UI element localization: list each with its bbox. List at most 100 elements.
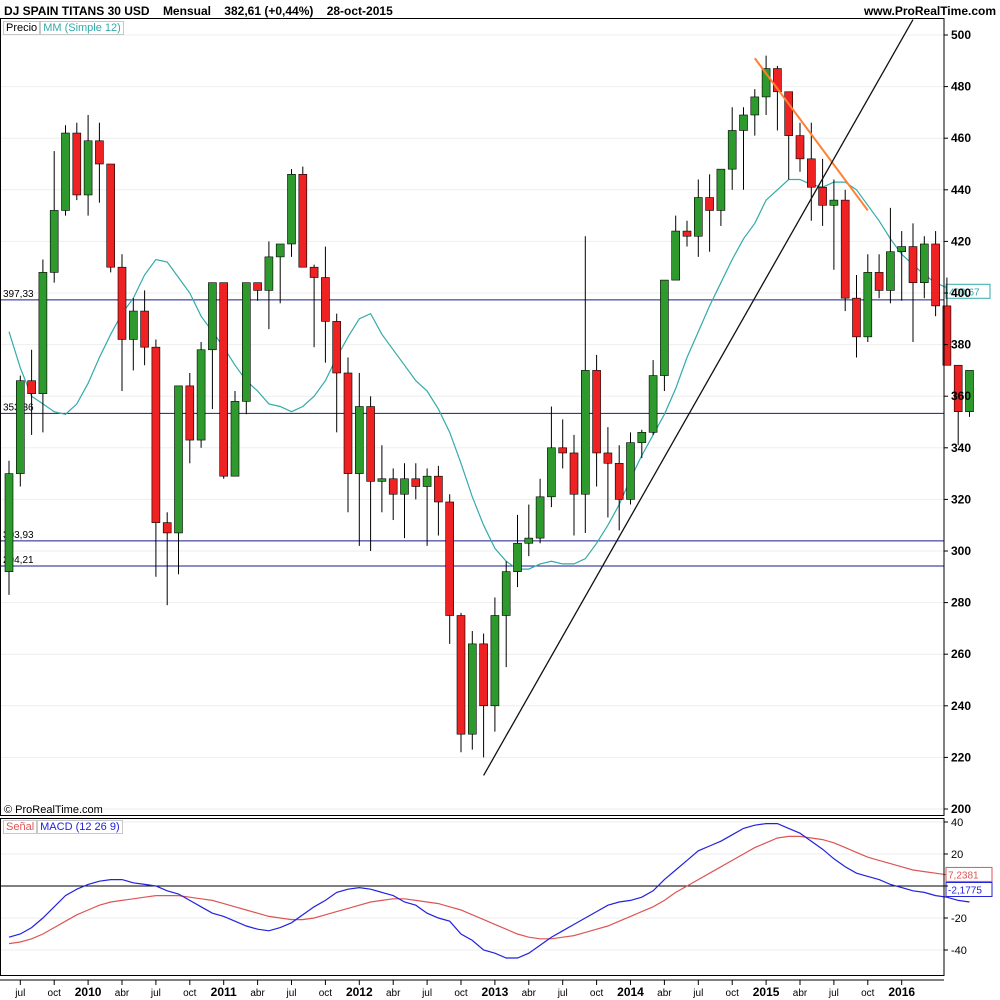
time-tick-label: jul — [14, 988, 25, 999]
candle-body-up — [490, 615, 500, 707]
legend-price[interactable]: Precio — [3, 21, 41, 35]
time-tick-label: abr — [386, 988, 401, 999]
macd-axis: -40 -20 20 40 — [944, 817, 967, 957]
candle-body-down — [106, 163, 115, 268]
candlestick — [897, 231, 907, 301]
candle-body-down — [682, 230, 692, 237]
macd-value-box — [945, 881, 993, 897]
candlestick — [298, 166, 308, 268]
candle-body-down — [795, 135, 805, 160]
candle-body-up — [863, 272, 873, 338]
candle-body-down — [784, 91, 794, 136]
candlestick — [693, 179, 703, 257]
legend-ma[interactable]: MM (Simple 12) — [40, 21, 124, 35]
candlestick — [174, 385, 183, 575]
candle-body-down — [445, 501, 455, 616]
candle-body-up — [829, 199, 839, 206]
candlestick — [445, 494, 455, 644]
candlestick — [354, 372, 364, 546]
horizontal-level-label: 303,93 — [3, 530, 34, 541]
candlestick — [501, 561, 511, 668]
time-tick-label: 2010 — [75, 985, 102, 999]
macd-legend: Señal MACD (12 26 9) — [3, 820, 123, 834]
candlestick — [129, 298, 138, 371]
candlestick — [648, 360, 658, 435]
candlestick — [196, 342, 206, 448]
candle-body-down — [840, 199, 850, 299]
candlestick — [106, 163, 115, 273]
macd-tick-label: -20 — [951, 913, 967, 925]
legend-signal[interactable]: Señal — [3, 820, 38, 834]
candlestick — [230, 391, 240, 477]
candle-body-down — [219, 282, 228, 477]
macd-tick-label: 40 — [951, 817, 963, 829]
candle-body-up — [671, 230, 681, 281]
macd-grid — [0, 821, 944, 951]
candle-body-up — [513, 542, 522, 572]
candlestick — [626, 432, 635, 505]
candle-body-up — [886, 251, 895, 291]
candlestick — [343, 357, 353, 513]
candle-body-up — [264, 256, 274, 291]
candle-body-down — [773, 68, 782, 93]
candlestick — [366, 396, 375, 551]
candle-body-up — [38, 272, 48, 394]
price-tick-label: 260 — [951, 647, 971, 661]
candle-body-down — [140, 310, 149, 348]
price-legend: Precio MM (Simple 12) — [3, 21, 124, 35]
price-tick-label: 400 — [951, 286, 971, 300]
candle-body-down — [569, 452, 579, 495]
candlestick — [965, 370, 974, 417]
candle-body-up — [49, 210, 59, 273]
candle-body-down — [388, 478, 398, 495]
candlestick — [942, 277, 952, 366]
candle-body-up — [287, 174, 296, 245]
candlestick — [185, 372, 195, 464]
time-tick-label: oct — [454, 988, 468, 999]
price-tick-label: 320 — [951, 492, 971, 506]
candle-body-up — [196, 349, 206, 441]
candle-body-up — [208, 282, 217, 351]
support-trendline — [483, 19, 914, 776]
candlestick — [140, 290, 149, 366]
candlestick — [275, 243, 285, 304]
candle-body-up — [83, 140, 93, 196]
legend-macd[interactable]: MACD (12 26 9) — [37, 820, 123, 834]
candlestick — [660, 279, 669, 392]
time-tick-label: abr — [793, 988, 808, 999]
candle-body-down — [366, 406, 375, 482]
candle-body-up — [727, 130, 737, 170]
price-tick-label: 340 — [951, 441, 971, 455]
candlestick — [524, 504, 534, 557]
candle-body-down — [151, 346, 161, 523]
candle-body-down — [411, 478, 421, 487]
candle-body-down — [874, 272, 884, 291]
candlestick — [908, 223, 918, 343]
time-tick-label: abr — [250, 988, 265, 999]
candle-body-down — [603, 452, 613, 464]
candle-body-up — [648, 375, 658, 433]
date-label: 28-oct-2015 — [326, 4, 393, 18]
candle-body-up — [626, 442, 635, 500]
time-tick-label: jul — [285, 988, 296, 999]
price-tick-label: 460 — [951, 131, 971, 145]
time-tick-label: jul — [421, 988, 432, 999]
candle-body-down — [321, 277, 330, 322]
signal-line — [8, 835, 970, 945]
candle-body-up — [230, 401, 240, 477]
candle-body-up — [660, 279, 669, 376]
candle-body-up — [129, 310, 138, 340]
price-tick-label: 200 — [951, 802, 971, 816]
candlestick — [852, 274, 861, 358]
candle-body-up — [897, 246, 907, 253]
time-tick-label: oct — [590, 988, 604, 999]
candlestick — [253, 282, 262, 301]
candlestick — [38, 259, 48, 433]
macd-panel-frame — [0, 818, 945, 976]
ma-value-label: 400,67 — [949, 287, 980, 298]
price-tick-label: 380 — [951, 338, 971, 352]
time-tick-label: jul — [828, 988, 839, 999]
candlestick — [27, 349, 36, 435]
brand-link[interactable]: www.ProRealTime.com — [863, 4, 996, 18]
candle-body-down — [298, 174, 308, 268]
